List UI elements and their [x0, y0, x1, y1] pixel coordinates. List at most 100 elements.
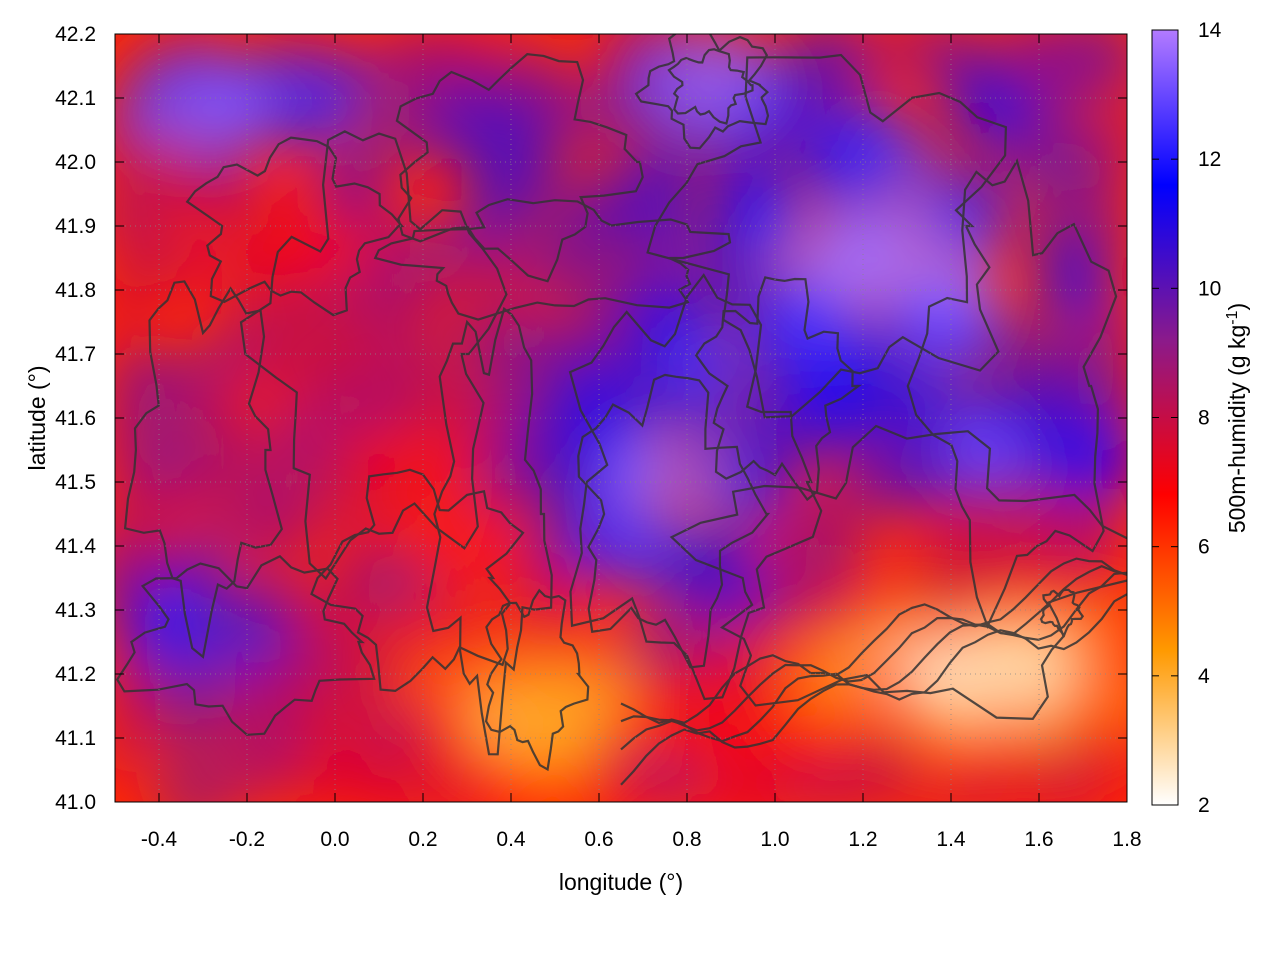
humidity-cell [115, 384, 177, 406]
x-tick-label: -0.2 [229, 828, 265, 851]
humidity-cell [335, 55, 410, 86]
humidity-cell [327, 478, 392, 520]
contour-line [115, 554, 376, 736]
humidity-cell [793, 721, 860, 769]
humidity-cell [325, 375, 358, 413]
humidity-cell [249, 489, 290, 526]
y-tick-label: 41.8 [55, 279, 96, 302]
colorbar-tick-label: 4 [1198, 665, 1210, 688]
contour-line [667, 48, 754, 125]
humidity-cell [986, 385, 1041, 413]
humidity-cell [758, 459, 790, 496]
colorbar-tick-label: 6 [1198, 536, 1210, 559]
humidity-cell [907, 427, 944, 475]
x-axis: -0.4 -0.2 0.0 0.2 0.4 0.6 0.8 1.0 1.2 1.4 1.6 1.8 [141, 34, 1142, 851]
humidity-cell [1029, 158, 1075, 199]
humidity-region-south-coast [485, 661, 625, 751]
humidity-cell [935, 397, 985, 431]
humidity-cell [214, 506, 260, 530]
humidity-cell [1038, 243, 1111, 288]
humidity-cell [901, 398, 940, 431]
humidity-cell [832, 377, 865, 424]
x-tick-label: 0.4 [496, 828, 526, 851]
humidity-cell [858, 118, 910, 165]
y-tick-label: 41.1 [55, 727, 96, 750]
humidity-cell [899, 159, 938, 207]
contour-line [568, 273, 823, 701]
humidity-cell [372, 250, 420, 303]
humidity-cell [325, 770, 390, 792]
humidity-cell [453, 417, 514, 444]
humidity-cell [658, 346, 729, 376]
x-tick-label: 1.4 [936, 828, 966, 851]
contour-line [425, 306, 553, 756]
humidity-cell [324, 164, 383, 211]
contour-line [310, 468, 525, 693]
humidity-cell [230, 752, 267, 793]
humidity-cell [280, 182, 315, 223]
humidity-cell [763, 183, 797, 237]
humidity-cell [820, 689, 885, 732]
x-tick-label: 1.6 [1024, 828, 1053, 851]
humidity-cell [992, 137, 1030, 159]
humidity-cell [871, 306, 951, 343]
humidity-cell [691, 687, 763, 710]
colorbar-label: 500m-humidity (g kg-1) [1224, 303, 1251, 533]
y-axis-label: latitude (°) [24, 365, 50, 470]
humidity-cell [398, 353, 465, 390]
humidity-cell [289, 586, 335, 608]
humidity-region-east-plateau [837, 213, 977, 303]
humidity-cell [943, 426, 1014, 469]
humidity-cell [343, 395, 415, 430]
humidity-cell [118, 54, 180, 80]
humidity-cell [295, 491, 341, 513]
humidity-cell [224, 358, 302, 404]
humidity-cell [737, 433, 777, 456]
contour-line [484, 588, 590, 772]
humidity-cell [1095, 298, 1126, 338]
contour-line [669, 424, 1127, 721]
humidity-cell [359, 293, 433, 337]
humidity-cell [640, 680, 677, 720]
humidity-cell [950, 35, 991, 67]
y-tick-label: 42.0 [55, 151, 96, 174]
contour-line [577, 373, 771, 669]
humidity-cell [749, 290, 815, 324]
humidity-cell [998, 328, 1048, 372]
humidity-cell [897, 474, 969, 503]
humidity-cell [714, 769, 785, 802]
humidity-cell [625, 614, 701, 646]
terrain-contours [115, 34, 1127, 786]
contour-line [620, 593, 1127, 786]
humidity-cell [620, 749, 661, 790]
humidity-cell [435, 719, 465, 747]
y-axis: 41.0 41.1 41.2 41.3 41.4 41.5 41.6 41.7 41.8 41.9… [55, 23, 1127, 814]
x-tick-label: 0.0 [320, 828, 349, 851]
humidity-cell [145, 260, 180, 293]
humidity-field [115, 34, 1127, 802]
humidity-cell [1058, 42, 1098, 91]
colorbar-tick-label: 12 [1198, 148, 1221, 171]
humidity-cell [115, 393, 133, 445]
humidity-cell [567, 302, 602, 357]
humidity-cell [171, 731, 216, 777]
humidity-cell [589, 39, 629, 64]
humidity-cell [468, 261, 535, 288]
humidity-cell [129, 153, 208, 209]
humidity-cell [115, 354, 167, 391]
humidity-cell [235, 683, 299, 714]
humidity-cell [427, 511, 498, 546]
humidity-cell [537, 618, 584, 665]
humidity-region-northwest-strip [133, 65, 273, 156]
humidity-cell [322, 436, 358, 480]
contour-line [123, 280, 283, 659]
y-tick-label: 42.2 [55, 23, 96, 46]
humidity-cell [967, 549, 1044, 584]
y-tick-label: 41.4 [55, 535, 96, 558]
contour-line [239, 130, 508, 581]
humidity-cell [461, 195, 518, 236]
humidity-cell [1072, 364, 1117, 412]
humidity-cell [349, 558, 423, 600]
humidity-cell [398, 609, 446, 639]
humidity-cell [387, 333, 419, 365]
